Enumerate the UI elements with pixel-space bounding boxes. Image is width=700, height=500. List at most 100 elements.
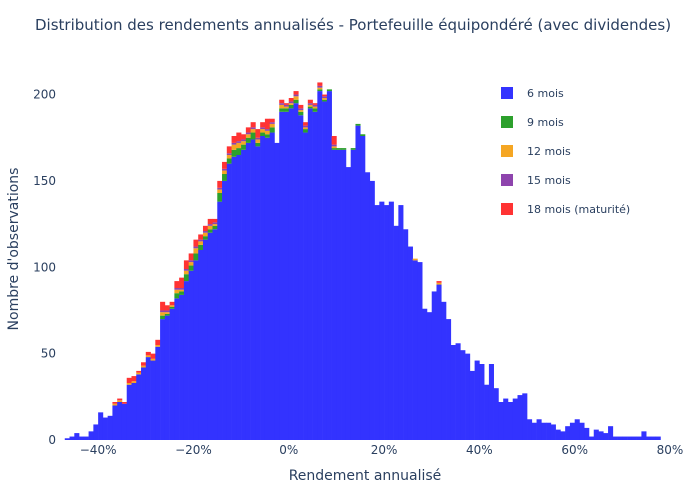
bar-6-mois-8: [102, 417, 108, 440]
bar-9-mois-54: [322, 99, 328, 102]
bar-18-mois-maturit-50: [303, 122, 309, 126]
bar-6-mois-31: [212, 229, 218, 440]
bar-6-mois-21: [164, 315, 170, 440]
bar-6-mois-112: [598, 431, 604, 440]
bar-12-mois-32: [217, 189, 223, 193]
bar-12-mois-54: [322, 98, 328, 100]
bar-6-mois-103: [555, 429, 561, 440]
bar-6-mois-5: [88, 431, 94, 440]
bar-12-mois-46: [283, 106, 290, 109]
bar-6-mois-14: [131, 383, 137, 440]
bar-6-mois-104: [560, 431, 566, 440]
bar-12-mois-22: [169, 305, 175, 307]
bar-18-mois-maturit-28: [198, 234, 204, 240]
bar-15-mois-36: [236, 141, 242, 143]
bar-15-mois-26: [188, 260, 194, 263]
bar-15-mois-46: [283, 104, 290, 107]
bar-6-mois-9: [107, 415, 113, 440]
bar-12-mois-13: [126, 383, 132, 385]
bar-6-mois-76: [426, 312, 433, 440]
bar-12-mois-18: [150, 358, 156, 361]
bar-12-mois-42: [264, 130, 270, 135]
bar-9-mois-27: [193, 253, 199, 261]
legend-swatch: [501, 145, 513, 157]
bar-6-mois-108: [579, 422, 585, 440]
bar-9-mois-55: [326, 89, 332, 92]
bar-6-mois-20: [160, 319, 166, 440]
bar-6-mois-119: [631, 436, 637, 440]
bar-6-mois-106: [569, 422, 575, 440]
legend-swatch: [501, 203, 513, 215]
bar-6-mois-84: [465, 353, 471, 440]
bar-9-mois-51: [307, 106, 313, 109]
bar-6-mois-51: [307, 108, 313, 441]
bar-6-mois-7: [98, 412, 104, 440]
bar-6-mois-70: [398, 205, 404, 440]
bar-12-mois-25: [183, 270, 189, 275]
bar-6-mois-11: [117, 402, 123, 440]
bar-12-mois-28: [198, 241, 204, 245]
bar-9-mois-36: [236, 148, 242, 155]
bar-12-mois-23: [174, 289, 180, 294]
bar-6-mois-12: [121, 403, 128, 440]
bar-18-mois-maturit-20: [160, 301, 166, 311]
bar-18-mois-maturit-45: [279, 99, 285, 104]
bar-6-mois-60: [350, 149, 356, 440]
bar-18-mois-maturit-13: [126, 377, 132, 383]
bar-6-mois-118: [627, 436, 633, 440]
bar-6-mois-13: [126, 384, 132, 440]
bar-9-mois-52: [312, 108, 318, 112]
bar-6-mois-42: [264, 137, 270, 441]
bar-18-mois-maturit-23: [174, 281, 180, 288]
x-tick-label: 80%: [657, 443, 684, 457]
bar-18-mois-maturit-34: [226, 146, 232, 154]
bar-6-mois-23: [174, 298, 180, 440]
bar-6-mois-72: [407, 246, 413, 440]
bar-9-mois-22: [169, 307, 175, 309]
bar-6-mois-69: [393, 225, 399, 440]
bar-12-mois-14: [131, 381, 137, 383]
bar-6-mois-43: [269, 132, 275, 441]
bar-6-mois-77: [431, 291, 437, 440]
bar-15-mois-54: [322, 96, 328, 98]
bar-12-mois-15: [136, 372, 142, 375]
bar-12-mois-40: [255, 139, 261, 143]
bar-18-mois-maturit-12: [121, 402, 128, 404]
bar-18-mois-maturit-54: [322, 94, 328, 97]
bar-6-mois-26: [188, 270, 194, 440]
bar-9-mois-23: [174, 293, 180, 299]
x-tick-label: 20%: [371, 443, 398, 457]
bar-15-mois-56: [331, 144, 337, 147]
bar-9-mois-39: [250, 132, 256, 140]
y-tick-label: 200: [33, 88, 56, 102]
bar-9-mois-25: [183, 274, 189, 282]
bar-6-mois-97: [527, 419, 533, 440]
legend-label: 9 mois: [527, 116, 564, 129]
bar-18-mois-maturit-26: [188, 253, 194, 261]
bar-18-mois-maturit-56: [331, 136, 337, 145]
bar-18-mois-maturit-53: [317, 82, 323, 86]
bar-6-mois-110: [588, 436, 595, 440]
bar-12-mois-17: [145, 355, 151, 358]
bar-6-mois-65: [374, 205, 380, 440]
bar-6-mois-82: [455, 343, 461, 440]
bar-6-mois-52: [312, 111, 318, 440]
bar-15-mois-51: [307, 103, 313, 105]
legend: 6 mois 9 mois 12 mois 15 mois 18 mois (matur…: [501, 87, 630, 216]
bar-6-mois-3: [79, 436, 85, 440]
bar-18-mois-maturit-46: [283, 103, 290, 105]
bar-12-mois-36: [236, 142, 242, 149]
bar-12-mois-10: [112, 403, 118, 406]
bar-15-mois-39: [250, 127, 256, 130]
bar-6-mois-109: [584, 427, 590, 440]
bar-18-mois-maturit-47: [288, 98, 294, 102]
bar-6-mois-56: [331, 149, 337, 440]
bar-6-mois-48: [293, 103, 299, 441]
bar-18-mois-maturit-25: [183, 260, 189, 269]
bar-6-mois-80: [446, 319, 452, 440]
bar-6-mois-122: [646, 436, 652, 440]
bar-6-mois-45: [279, 111, 285, 440]
bar-12-mois-52: [312, 106, 318, 109]
bar-6-mois-74: [417, 262, 423, 440]
bar-6-mois-93: [507, 402, 514, 440]
